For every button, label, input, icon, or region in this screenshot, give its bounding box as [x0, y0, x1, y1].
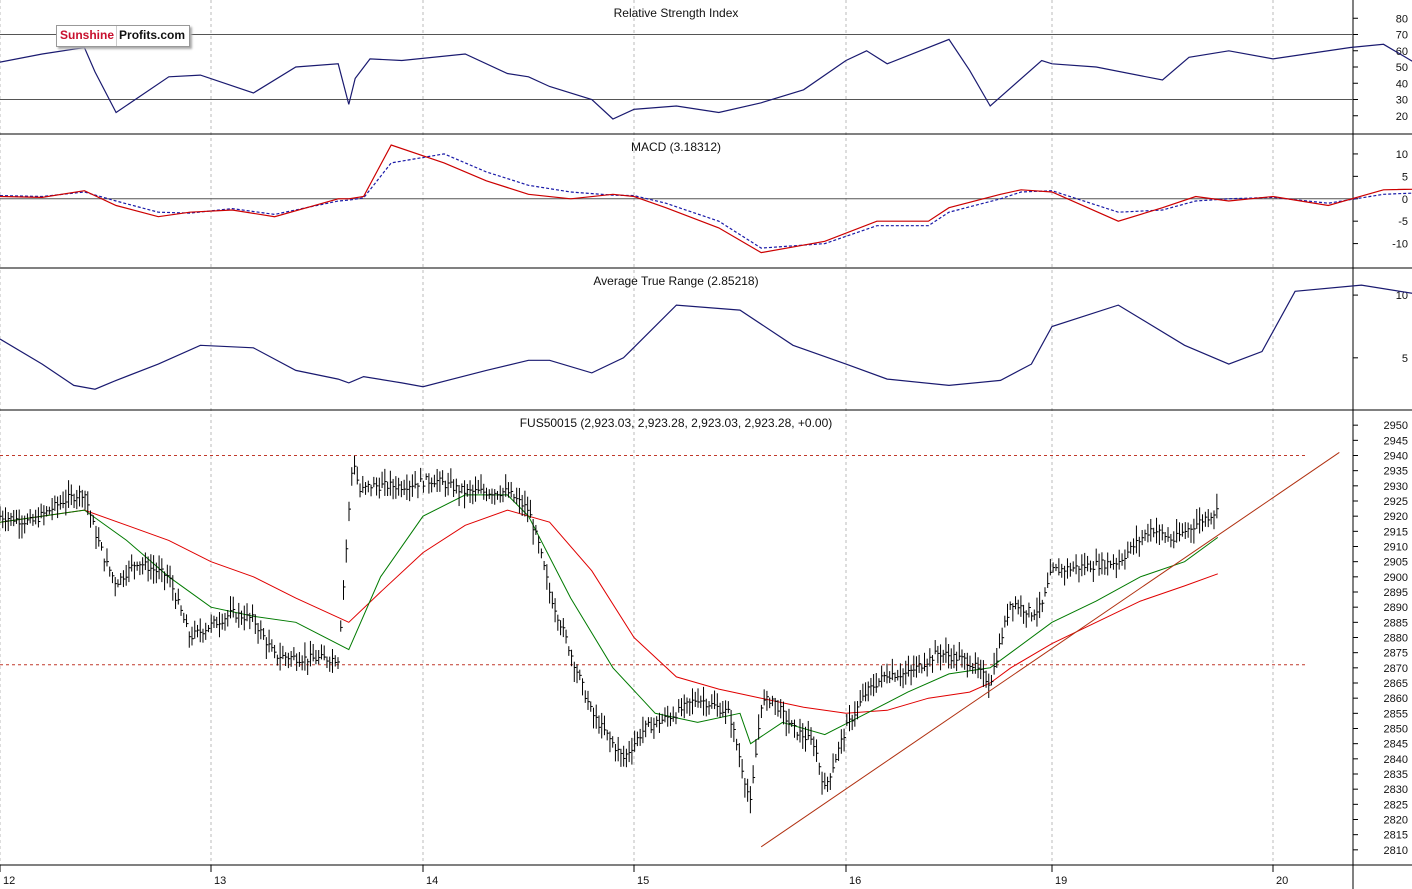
macd-ytick-label: 10 — [1396, 149, 1408, 161]
atr-ytick-label: 5 — [1402, 353, 1408, 365]
rsi-ytick-label: 70 — [1396, 30, 1408, 42]
rsi-ytick-label: 30 — [1396, 95, 1408, 107]
macd-line — [0, 144, 1412, 254]
price-ytick-label: 2895 — [1384, 587, 1408, 599]
price-ytick-label: 2865 — [1384, 678, 1408, 690]
macd-ytick-label: -10 — [1392, 239, 1408, 251]
price-ytick-label: 2855 — [1384, 708, 1408, 720]
price-ytick-label: 2920 — [1384, 511, 1408, 523]
price-ytick-label: 2945 — [1384, 435, 1408, 447]
atr-title: Average True Range (2.85218) — [593, 274, 758, 288]
x-tick-label: 20 — [1276, 875, 1288, 887]
rsi-ytick-label: 80 — [1396, 13, 1408, 25]
logo-sunshine-text: Sunshine — [60, 28, 115, 42]
atr-ytick-label: 10 — [1396, 290, 1408, 302]
price-ytick-label: 2910 — [1384, 542, 1408, 554]
macd-ytick-label: 5 — [1402, 171, 1408, 183]
price-ytick-label: 2930 — [1384, 481, 1408, 493]
x-tick-label: 14 — [426, 875, 438, 887]
sunshine-profits-logo[interactable]: Sunshine Profits.com — [56, 25, 191, 47]
price-ytick-label: 2835 — [1384, 769, 1408, 781]
macd-title: MACD (3.18312) — [631, 140, 721, 154]
price-ytick-label: 2935 — [1384, 466, 1408, 478]
price-ytick-label: 2870 — [1384, 663, 1408, 675]
price-ytick-label: 2840 — [1384, 754, 1408, 766]
price-ytick-label: 2880 — [1384, 633, 1408, 645]
price-ytick-label: 2850 — [1384, 724, 1408, 736]
price-ytick-label: 2885 — [1384, 617, 1408, 629]
x-tick-label: 15 — [637, 875, 649, 887]
price-ytick-label: 2950 — [1384, 420, 1408, 432]
price-ytick-label: 2860 — [1384, 693, 1408, 705]
x-tick-label: 19 — [1055, 875, 1067, 887]
price-ytick-label: 2875 — [1384, 648, 1408, 660]
price-ytick-label: 2900 — [1384, 572, 1408, 584]
macd-ytick-label: 0 — [1402, 194, 1408, 206]
price-ytick-label: 2820 — [1384, 815, 1408, 827]
price-bars — [0, 455, 1219, 814]
x-tick-label: 12 — [3, 875, 15, 887]
price-ytick-label: 2815 — [1384, 830, 1408, 842]
macd-ytick-label: -5 — [1398, 216, 1408, 228]
x-tick-label: 13 — [214, 875, 226, 887]
rsi-ytick-label: 20 — [1396, 111, 1408, 123]
price-ytick-label: 2825 — [1384, 799, 1408, 811]
price-ytick-label: 2810 — [1384, 845, 1408, 857]
rsi-line — [0, 38, 1412, 120]
price-title: FUS50015 (2,923.03, 2,923.28, 2,923.03, … — [520, 416, 833, 430]
rsi-ytick-label: 60 — [1396, 46, 1408, 58]
rsi-ytick-label: 40 — [1396, 78, 1408, 90]
logo-profits-text: Profits.com — [116, 26, 190, 46]
price-ytick-label: 2940 — [1384, 451, 1408, 463]
rsi-ytick-label: 50 — [1396, 62, 1408, 74]
moving-average-short — [0, 494, 1219, 745]
price-ytick-label: 2845 — [1384, 739, 1408, 751]
price-ytick-label: 2915 — [1384, 526, 1408, 538]
support-trendline — [760, 452, 1340, 848]
price-ytick-label: 2905 — [1384, 557, 1408, 569]
atr-line — [0, 284, 1412, 390]
moving-average-long — [0, 509, 1218, 714]
price-ytick-label: 2925 — [1384, 496, 1408, 508]
rsi-title: Relative Strength Index — [614, 6, 739, 20]
price-ytick-label: 2890 — [1384, 602, 1408, 614]
price-ytick-label: 2830 — [1384, 784, 1408, 796]
x-tick-label: 16 — [849, 875, 861, 887]
